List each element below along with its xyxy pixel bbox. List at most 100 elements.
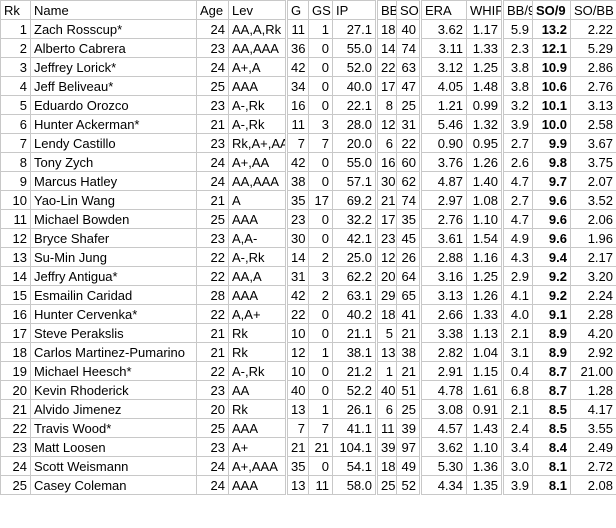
table-cell: 23 <box>196 95 229 115</box>
table-cell: 5 <box>0 95 31 115</box>
table-cell: Casey Coleman <box>30 475 197 495</box>
table-cell: 18 <box>376 19 397 39</box>
table-cell: 1.26 <box>466 285 504 305</box>
table-cell: 27.1 <box>332 19 378 39</box>
table-cell: Eduardo Orozco <box>30 95 197 115</box>
table-cell: 24 <box>196 456 229 476</box>
table-cell: 38.1 <box>332 342 378 362</box>
table-cell: 7 <box>308 133 333 153</box>
table-cell: 24 <box>196 152 229 172</box>
table-row: 13 Su-Min Jung 22 A-,Rk 14 2 25.0 12 26 2.88 1.16 4… <box>0 247 616 267</box>
table-cell: Tony Zych <box>30 152 197 172</box>
table-cell: AA <box>228 380 288 400</box>
table-cell: 7 <box>286 133 309 153</box>
table-cell: 2.9 <box>502 266 533 286</box>
table-row: 23 Matt Loosen 23 A+ 21 21 104.1 39 97 3.62 1.10 3.… <box>0 437 616 457</box>
table-cell: 2.7 <box>502 190 533 210</box>
table-cell: 8.5 <box>532 399 571 419</box>
table-cell: 9.2 <box>532 285 571 305</box>
table-cell: 3.13 <box>420 285 467 305</box>
table-cell: 1.35 <box>466 475 504 495</box>
table-cell: 0 <box>308 38 333 58</box>
table-cell: 3.2 <box>502 95 533 115</box>
table-cell: 35 <box>286 190 309 210</box>
table-cell: Kevin Rhoderick <box>30 380 197 400</box>
table-cell: 9.4 <box>532 247 571 267</box>
table-cell: 4.3 <box>502 247 533 267</box>
table-cell: 1.10 <box>466 209 504 229</box>
table-cell: 2.17 <box>570 247 616 267</box>
table-cell: 25.0 <box>332 247 378 267</box>
table-cell: 23 <box>196 38 229 58</box>
table-row: 15 Esmailin Caridad 28 AAA 42 2 63.1 29 65 3.13 1.… <box>0 285 616 305</box>
table-cell: A-,Rk <box>228 95 288 115</box>
table-row: 20 Kevin Rhoderick 23 AA 40 0 52.2 40 51 4.78 1.61… <box>0 380 616 400</box>
table-cell: 1.96 <box>570 228 616 248</box>
table-cell: 19 <box>0 361 31 381</box>
table-cell: 2.49 <box>570 437 616 457</box>
table-cell: Steve Perakslis <box>30 323 197 343</box>
table-cell: 18 <box>376 456 397 476</box>
table-cell: 13 <box>286 475 309 495</box>
table-cell: 40 <box>286 380 309 400</box>
table-cell: 62.2 <box>332 266 378 286</box>
column-header: Lev <box>228 0 288 20</box>
table-cell: 1.43 <box>466 418 504 438</box>
table-cell: Alvido Jimenez <box>30 399 197 419</box>
table-cell: 24 <box>196 57 229 77</box>
table-cell: 23 <box>286 209 309 229</box>
table-cell: 22 <box>196 361 229 381</box>
table-cell: 8 <box>376 95 397 115</box>
table-cell: 3.61 <box>420 228 467 248</box>
table-cell: 4 <box>0 76 31 96</box>
table-cell: 42 <box>286 57 309 77</box>
table-cell: 42 <box>286 285 309 305</box>
table-cell: 25 <box>196 76 229 96</box>
table-cell: 1.32 <box>466 114 504 134</box>
table-cell: 2.91 <box>420 361 467 381</box>
table-cell: 58.0 <box>332 475 378 495</box>
table-cell: 5.46 <box>420 114 467 134</box>
table-cell: 24 <box>196 19 229 39</box>
table-cell: 40 <box>376 380 397 400</box>
table-cell: 23 <box>196 133 229 153</box>
table-cell: 3.9 <box>502 475 533 495</box>
table-cell: Jeff Beliveau* <box>30 76 197 96</box>
table-cell: 3.16 <box>420 266 467 286</box>
table-cell: 36 <box>286 38 309 58</box>
table-cell: 23 <box>196 437 229 457</box>
table-cell: 16 <box>0 304 31 324</box>
table-cell: 2.66 <box>420 304 467 324</box>
table-cell: 1.25 <box>466 266 504 286</box>
table-cell: 3.0 <box>502 456 533 476</box>
table-cell: 2.1 <box>502 399 533 419</box>
table-cell: 4.05 <box>420 76 467 96</box>
table-cell: 2.92 <box>570 342 616 362</box>
table-cell: 55.0 <box>332 38 378 58</box>
table-cell: 2.3 <box>502 38 533 58</box>
table-cell: 21.00 <box>570 361 616 381</box>
table-cell: 57.1 <box>332 171 378 191</box>
table-cell: 30 <box>286 228 309 248</box>
table-cell: 34 <box>286 76 309 96</box>
table-cell: 25 <box>0 475 31 495</box>
table-cell: 11 <box>286 19 309 39</box>
table-cell: 97 <box>396 437 422 457</box>
table-cell: 38 <box>286 171 309 191</box>
table-cell: 17 <box>0 323 31 343</box>
table-cell: 7 <box>286 418 309 438</box>
table-cell: 9.6 <box>532 190 571 210</box>
table-cell: 4.1 <box>502 285 533 305</box>
table-cell: 3.9 <box>502 114 533 134</box>
table-cell: A-,Rk <box>228 361 288 381</box>
table-cell: A+ <box>228 437 288 457</box>
table-cell: 20 <box>0 380 31 400</box>
table-cell: 14 <box>376 38 397 58</box>
table-cell: 20 <box>376 266 397 286</box>
table-cell: 40.2 <box>332 304 378 324</box>
table-cell: 21 <box>396 323 422 343</box>
table-row: 14 Jeffry Antigua* 22 AA,A 31 3 62.2 20 64 3.16 1.… <box>0 266 616 286</box>
table-cell: 21 <box>0 399 31 419</box>
table-cell: 6.8 <box>502 380 533 400</box>
table-cell: 3 <box>308 266 333 286</box>
